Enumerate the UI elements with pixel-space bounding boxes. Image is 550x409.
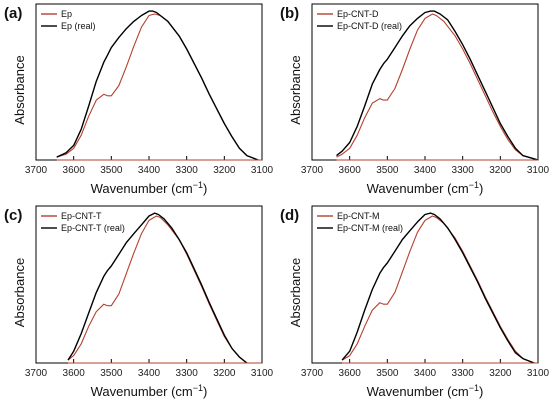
legend: Ep-CNT-D Ep-CNT-D (real) (317, 9, 402, 31)
x-tick-label: 3300 (452, 165, 475, 176)
panel-4: 3700 3600 3500 3400 3300 3200 3100 Wavenumber (… (280, 205, 550, 399)
x-tick-label: 3700 (301, 368, 324, 379)
legend-entry: Ep-CNT-D (337, 9, 379, 19)
x-tick-label: 3500 (100, 368, 123, 379)
x-tick-label: 3700 (301, 165, 324, 176)
y-axis-label: Absorbance (12, 258, 27, 327)
x-tick-label: 3100 (251, 165, 274, 176)
panel-2: 3700 3600 3500 3400 3300 3200 3100 Wavenumber (… (280, 3, 550, 196)
panel-label: (d) (280, 207, 299, 224)
x-tick-label: 3400 (138, 368, 161, 379)
legend-entry: Ep-CNT-M (real) (337, 223, 403, 233)
x-tick-label: 3200 (213, 165, 236, 176)
x-tick-label: 3500 (376, 165, 399, 176)
series-line-2 (336, 10, 538, 160)
panel-label: (b) (280, 5, 299, 22)
legend-entry: Ep (61, 9, 72, 19)
panel-label: (a) (4, 5, 22, 22)
series-line-2 (341, 212, 535, 363)
series-line-1 (341, 215, 535, 363)
x-tick-label: 3500 (376, 368, 399, 379)
x-tick-label: 3100 (527, 165, 550, 176)
panel-3: 3700 3600 3500 3400 3300 3200 3100 Wavenumber (… (4, 205, 274, 399)
x-tick-label: 3200 (489, 165, 512, 176)
legend: Ep-CNT-T Ep-CNT-T (real) (41, 211, 125, 233)
x-tick-label: 3100 (527, 368, 550, 379)
legend-entry: Ep (real) (61, 21, 96, 31)
y-axis-label: Absorbance (288, 55, 303, 124)
x-tick-label: 3300 (176, 165, 199, 176)
x-tick-label: 3400 (414, 368, 437, 379)
series-line-1 (56, 13, 259, 160)
series-line-1 (336, 13, 538, 160)
x-tick-label: 3200 (213, 368, 236, 379)
x-tick-label: 3400 (138, 165, 161, 176)
x-axis-label: Wavenumber (cm−1) (91, 180, 208, 196)
legend: Ep-CNT-M Ep-CNT-M (real) (317, 211, 403, 233)
x-tick-label: 3700 (25, 165, 48, 176)
x-axis-label: Wavenumber (cm−1) (367, 383, 484, 399)
legend: Ep Ep (real) (41, 9, 96, 31)
x-tick-label: 3300 (176, 368, 199, 379)
x-tick-label: 3100 (251, 368, 274, 379)
x-axis-label: Wavenumber (cm−1) (91, 383, 208, 399)
legend-entry: Ep-CNT-T (real) (61, 223, 125, 233)
series-line-1 (67, 215, 248, 363)
legend-entry: Ep-CNT-M (337, 211, 380, 221)
x-tick-label: 3700 (25, 368, 48, 379)
x-tick-label: 3300 (452, 368, 475, 379)
x-tick-label: 3500 (100, 165, 123, 176)
panel-1: 3700 3600 3500 3400 3300 3200 3100 Wavenumber (… (4, 3, 274, 196)
y-axis-label: Absorbance (288, 258, 303, 327)
x-tick-label: 3600 (339, 165, 362, 176)
x-tick-label: 3200 (489, 368, 512, 379)
legend-entry: Ep-CNT-D (real) (337, 21, 402, 31)
legend-entry: Ep-CNT-T (61, 211, 102, 221)
panel-label: (c) (4, 207, 22, 224)
x-tick-label: 3600 (339, 368, 362, 379)
x-axis-label: Wavenumber (cm−1) (367, 180, 484, 196)
x-tick-label: 3600 (63, 165, 86, 176)
series-line-2 (67, 212, 248, 363)
y-axis-label: Absorbance (12, 55, 27, 124)
x-tick-label: 3400 (414, 165, 437, 176)
x-tick-label: 3600 (63, 368, 86, 379)
series-line-2 (56, 10, 259, 160)
